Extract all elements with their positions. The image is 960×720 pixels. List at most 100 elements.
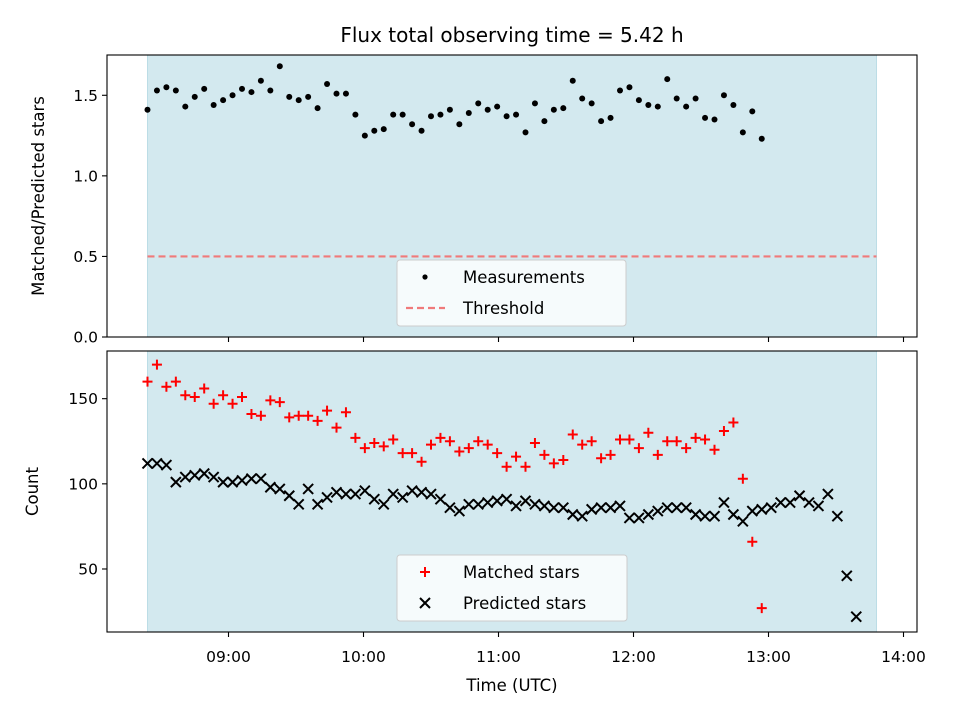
matched-star-point [700, 434, 711, 445]
predicted-star-point [708, 510, 721, 522]
predicted-star-point [274, 483, 286, 495]
measurement-point [456, 121, 463, 128]
predicted-star-point [349, 488, 362, 500]
measurement-point [579, 95, 586, 102]
predicted-star-point [765, 501, 777, 514]
measurement-point [229, 92, 236, 99]
matched-star-point [501, 461, 512, 472]
matched-star-point [690, 432, 701, 443]
measurement-point [446, 106, 453, 113]
measurement-point [465, 110, 472, 117]
measurement-point [342, 90, 349, 97]
measurement-point [239, 85, 245, 92]
matched-star-point [454, 446, 465, 457]
measurement-point [692, 95, 699, 102]
predicted-star-point [378, 498, 390, 510]
matched-star-point [227, 398, 238, 409]
measurement-point [531, 100, 538, 107]
predicted-star-point [831, 510, 844, 522]
matched-star-point [208, 398, 219, 409]
matched-star-point [586, 436, 597, 447]
predicted-star-point [567, 508, 579, 521]
predicted-star-point [207, 471, 220, 483]
matched-star-point [322, 405, 333, 416]
predicted-star-point [463, 498, 475, 510]
predicted-star-point [746, 505, 759, 517]
measurement-point [635, 97, 642, 104]
measurement-point [333, 90, 340, 97]
matched-star-point [643, 427, 654, 438]
x-tick-label: 13:00 [746, 648, 791, 666]
measurement-point [673, 95, 680, 102]
matched-star-point [388, 434, 399, 445]
matched-star-point [293, 410, 304, 421]
predicted-star-point [585, 503, 598, 516]
measurement-point [607, 114, 614, 121]
predicted-star-point [548, 501, 560, 514]
measurement-point [380, 126, 387, 133]
matched-star-point [737, 473, 748, 484]
predicted-star-point [538, 500, 551, 512]
matched-star-point [463, 443, 474, 454]
predicted-star-point [557, 501, 570, 514]
predicted-star-point [774, 496, 787, 509]
measurement-point [749, 108, 756, 115]
measurement-point [664, 76, 671, 83]
matched-star-point [199, 383, 210, 394]
matched-star-point [492, 448, 503, 459]
predicted-star-point [756, 503, 768, 516]
matched-star-point [416, 456, 427, 467]
legend: Matched stars Predicted stars [396, 554, 628, 622]
matched-star-point [369, 437, 380, 448]
legend-box [396, 554, 628, 622]
predicted-star-point [822, 488, 834, 500]
predicted-star-point [529, 498, 541, 510]
matched-star-point [558, 454, 569, 465]
measurement-point [569, 77, 576, 84]
predicted-star-point [245, 473, 258, 485]
predicted-star-point [151, 457, 163, 470]
predicted-star-point [359, 484, 371, 497]
measurement-point [541, 118, 548, 125]
measurement-point [617, 87, 623, 94]
x-axis-label: Time (UTC) [465, 676, 557, 695]
predicted-star-point [841, 570, 853, 582]
y-tick-label: 1.0 [73, 167, 98, 185]
matched-star-point [671, 436, 682, 447]
predicted-star-point [264, 481, 277, 493]
predicted-star-point [718, 496, 730, 509]
predicted-star-point [614, 500, 626, 512]
predicted-star-point [255, 473, 267, 485]
y-tick-label: 0.5 [73, 248, 98, 266]
matched-star-point [359, 443, 370, 454]
matched-star-point [255, 410, 266, 421]
predicted-star-point [330, 486, 343, 499]
measurement-point [494, 103, 501, 110]
measurement-point [390, 111, 397, 118]
matched-star-point [681, 443, 692, 454]
legend-box [396, 259, 627, 327]
predicted-star-point [500, 493, 513, 505]
matched-star-point [331, 422, 342, 433]
predicted-star-point [160, 459, 173, 471]
y-axis-label: Count [23, 466, 42, 516]
predicted-star-point [340, 488, 352, 500]
predicted-star-point [387, 488, 399, 500]
predicted-star-point [292, 498, 305, 510]
chart-title: Flux total observing time = 5.42 h [340, 23, 683, 47]
predicted-star-point [727, 508, 740, 521]
predicted-star-point [699, 510, 711, 522]
matched-star-point [662, 436, 673, 447]
legend: Measurements Threshold [396, 259, 627, 327]
predicted-star-point [368, 493, 381, 505]
predicted-star-point [652, 505, 664, 517]
measurement-point [295, 97, 302, 104]
matched-star-point [652, 449, 663, 460]
matched-star-point [340, 407, 351, 418]
predicted-star-point [406, 484, 418, 497]
predicted-star-point [604, 501, 617, 514]
legend-label: Predicted stars [463, 594, 586, 613]
matched-star-point [161, 381, 172, 392]
predicted-star-point [812, 500, 825, 512]
